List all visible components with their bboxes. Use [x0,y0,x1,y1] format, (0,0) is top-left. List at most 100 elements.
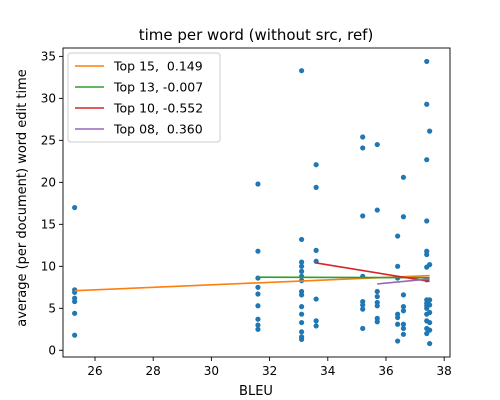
data-point-88 [427,302,433,308]
data-point-44 [360,306,366,312]
x-tick-label-2: 30 [204,364,219,378]
data-point-69 [424,58,430,65]
data-point-61 [400,174,407,180]
plot-frame [62,47,451,358]
data-point-28 [299,329,305,335]
data-point-35 [313,296,319,302]
data-point-47 [374,207,380,213]
data-point-59 [395,321,401,327]
data-point-55 [395,263,401,269]
data-point-53 [374,319,380,325]
data-point-68 [400,331,407,337]
legend-box [67,52,221,143]
data-point-91 [427,327,433,333]
data-point-58 [395,314,401,321]
data-point-12 [255,303,261,309]
data-point-89 [427,309,433,316]
x-axis-label: BLEU [239,384,273,399]
data-point-60 [395,338,401,344]
series-line-2 [316,262,430,283]
data-point-74 [424,251,430,258]
legend-label-0: Top 15, 0.149 [113,59,203,74]
data-point-36 [313,318,319,324]
legend: Top 15, 0.149 Top 13, -0.007 Top 10, -0.55… [67,52,221,143]
plot-layer [72,58,433,347]
data-point-24 [299,292,305,298]
axes-layer: 26 28 30 32 34 36 38 0 5 10 15 20 25 30 35 [41,47,452,378]
data-point-62 [400,214,407,220]
data-point-67 [400,325,407,332]
y-tick-label-0: 0 [48,343,56,357]
data-point-71 [424,157,430,163]
data-point-26 [299,311,305,317]
data-point-31 [313,162,319,168]
x-tick-label-1: 28 [146,364,161,378]
data-point-13 [255,316,261,322]
data-point-85 [427,128,433,134]
data-point-86 [427,262,433,268]
data-point-15 [255,326,261,332]
data-point-80 [424,305,430,311]
data-point-17 [299,236,305,243]
data-point-63 [400,292,407,298]
data-point-6 [72,332,78,338]
y-tick-label-1: 5 [48,301,56,315]
data-point-70 [424,101,430,107]
data-point-54 [395,233,401,239]
data-point-16 [299,68,305,74]
data-point-51 [374,303,380,309]
data-point-65 [400,308,407,314]
data-point-64 [400,304,407,310]
x-tick-label-4: 34 [320,364,335,378]
y-tick-label-2: 10 [41,259,56,273]
data-point-37 [313,323,319,329]
legend-label-1: Top 13, -0.007 [113,80,203,95]
y-tick-label-6: 30 [41,91,56,105]
y-axis-label: average (per document) word edit time [15,69,30,327]
data-point-10 [255,284,261,290]
data-point-43 [360,302,366,308]
data-point-48 [374,288,380,295]
data-point-4 [72,298,78,305]
data-point-46 [374,141,380,148]
data-point-92 [427,340,433,347]
data-point-84 [424,330,430,337]
data-point-45 [360,325,366,332]
y-tick-label-7: 35 [41,49,56,63]
legend-label-2: Top 10, -0.552 [113,101,203,116]
data-point-87 [427,297,433,303]
data-point-38 [360,134,366,140]
x-tick-label-5: 36 [378,364,393,378]
x-tick-label-3: 32 [262,364,277,378]
data-point-18 [299,259,305,265]
data-point-8 [255,248,261,254]
data-point-9 [255,275,261,281]
data-point-5 [72,310,78,316]
data-point-14 [255,322,261,328]
x-tick-label-0: 26 [87,364,102,378]
data-point-11 [255,291,261,297]
y-tick-label-3: 15 [41,217,56,231]
legend-label-3: Top 08, 0.360 [113,122,203,137]
chart-title: time per word (without src, ref) [139,26,374,44]
data-point-72 [424,218,430,224]
data-point-30 [299,336,305,342]
data-point-20 [299,268,305,274]
y-tick-label-4: 20 [41,175,56,189]
data-point-33 [313,247,319,253]
data-point-66 [400,321,407,327]
data-point-39 [360,145,366,151]
data-point-49 [374,293,380,300]
data-point-40 [360,213,366,219]
x-tick-label-6: 38 [437,364,452,378]
data-point-32 [313,184,319,190]
series-line-3 [377,278,430,285]
data-point-7 [255,181,261,187]
data-point-25 [299,304,305,310]
y-tick-label-5: 25 [41,133,56,147]
data-point-27 [299,319,305,326]
data-point-0 [72,204,78,211]
data-point-19 [299,263,305,269]
data-point-90 [427,319,433,326]
